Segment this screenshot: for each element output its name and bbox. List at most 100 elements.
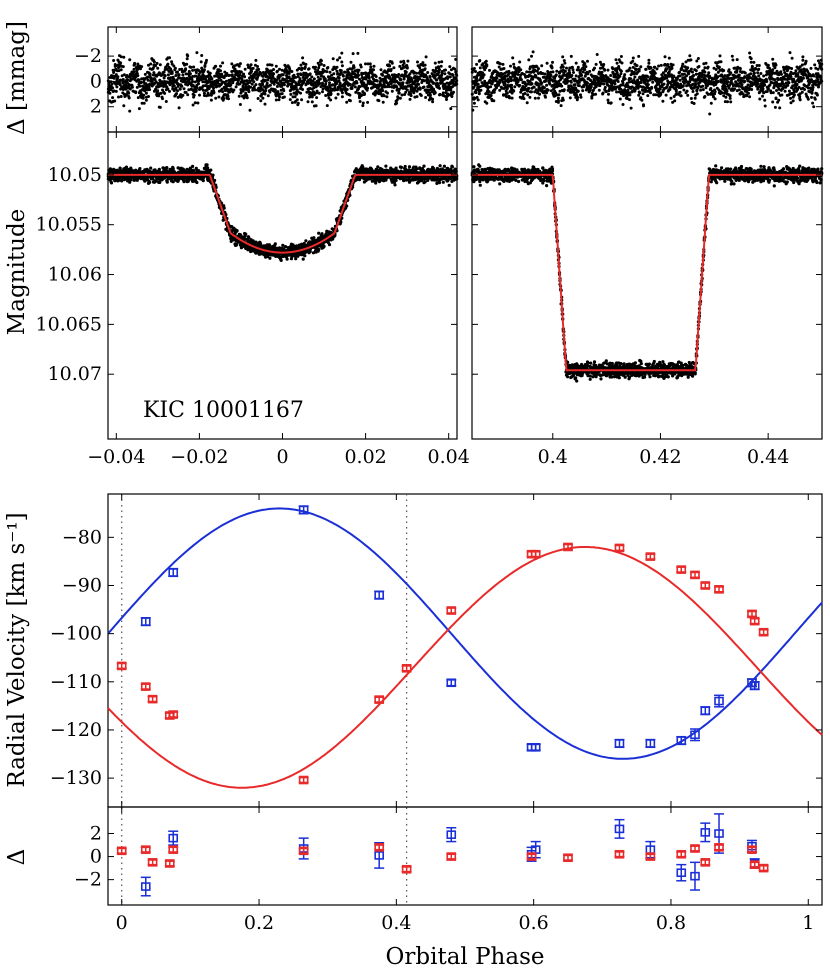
phot-residuals-point — [216, 79, 220, 83]
phot-residuals-point — [192, 65, 196, 69]
phot-residuals-point — [327, 96, 331, 100]
phot-residuals-point — [108, 91, 112, 95]
phot-residuals-point — [525, 70, 529, 74]
phot-residuals-point — [555, 69, 559, 73]
phot-residuals-point — [298, 77, 302, 81]
phot-residuals-point — [121, 65, 125, 69]
phot-residuals-point — [217, 95, 221, 99]
phot-residuals-point — [437, 60, 441, 64]
phot-residuals-point — [200, 54, 204, 57]
phot-residuals-point — [519, 78, 523, 81]
phot-residuals-point — [230, 62, 234, 66]
phot-residuals-point — [154, 87, 157, 91]
phot-residuals-point — [556, 96, 560, 100]
primary-eclipse-point — [263, 253, 267, 257]
phot-residuals-point — [272, 82, 276, 86]
phot-residuals-point — [163, 91, 167, 95]
phot-residuals-point — [433, 91, 437, 95]
phot-residuals-point — [319, 62, 323, 66]
phot-residuals-point — [551, 60, 554, 64]
phot-residuals-point — [245, 94, 249, 97]
phot-residuals-point — [475, 62, 479, 66]
phot-residuals-point — [119, 61, 123, 65]
phot-residuals-point — [177, 83, 181, 87]
phot-residuals-point — [361, 101, 365, 105]
phot-residuals-point — [324, 94, 328, 97]
phot-residuals-point — [417, 82, 421, 86]
phot-residuals-point — [340, 91, 344, 95]
phot-residuals-point — [212, 91, 216, 94]
phot-residuals-point — [274, 64, 278, 68]
phot-residuals-point — [416, 60, 419, 64]
phot-residuals-point — [428, 93, 432, 97]
phot-residuals-point — [266, 63, 270, 67]
phot-residuals-point — [128, 87, 132, 91]
phot-residuals-point — [135, 85, 139, 89]
phot-residuals-point — [159, 91, 163, 95]
phot-residuals-point — [252, 80, 256, 84]
phot-residuals-point — [196, 101, 200, 105]
rv-residual-frame — [107, 806, 823, 906]
phot-residuals-point — [550, 65, 554, 69]
phot-residuals-point — [366, 62, 370, 66]
phot-residuals-point — [546, 88, 550, 92]
phot-residuals-point — [280, 92, 284, 96]
phot-residuals-point — [348, 83, 352, 86]
phot-residuals-point — [489, 85, 493, 89]
phot-residuals-point — [336, 92, 340, 96]
secondary-eclipse-point — [517, 179, 521, 184]
phot-residuals-point — [438, 92, 442, 96]
phot-residuals-point — [528, 95, 532, 99]
phot-residuals-point — [335, 69, 339, 73]
phot-residuals-point — [221, 61, 225, 65]
primary-eclipse-point — [165, 166, 169, 170]
phot-residuals-point — [431, 100, 435, 104]
phot-residuals-point — [152, 60, 156, 64]
phot-residuals-point — [531, 50, 535, 54]
phot-residuals-point — [275, 85, 279, 88]
phot-residuals-point — [418, 77, 422, 81]
primary-eclipse-point — [201, 179, 205, 183]
phot-residuals-point — [248, 80, 252, 84]
phot-residuals-point — [337, 76, 341, 80]
primary-eclipse-point — [193, 176, 197, 180]
primary-eclipse-point — [455, 177, 459, 181]
phot-residuals-point — [310, 100, 314, 104]
phot-residuals-point — [278, 95, 281, 99]
phot-residuals-point — [181, 93, 185, 97]
phot-residuals-point — [306, 100, 310, 104]
phot-residuals-point — [130, 85, 134, 89]
phot-residuals-point — [310, 95, 314, 99]
phot-residuals-point — [220, 87, 224, 91]
phot-residuals-point — [184, 90, 188, 94]
phot-residuals-point — [487, 90, 491, 94]
phot-residuals-point — [144, 82, 148, 86]
phot-residuals-point — [317, 66, 321, 70]
phot-residuals-point — [278, 67, 281, 71]
phot-residuals-point — [328, 75, 331, 79]
phot-residuals-point — [141, 96, 145, 100]
phot-residuals-point — [238, 73, 242, 77]
phot-residuals-point — [294, 75, 298, 79]
phot-residuals-point — [191, 103, 195, 107]
primary-eclipse-point — [403, 164, 407, 169]
phot-residuals-point — [372, 68, 375, 72]
phot-residuals-point — [351, 78, 355, 82]
phot-residuals-point — [348, 99, 352, 103]
primary-eclipse-point — [273, 242, 277, 246]
phot-residuals-point — [397, 91, 401, 95]
phot-residuals-point — [122, 55, 126, 59]
phot-residuals-point — [266, 94, 270, 98]
phot-residuals-point — [156, 66, 160, 70]
phot-residuals-point — [166, 62, 170, 66]
phot-residuals-point — [268, 90, 272, 94]
primary-eclipse-point — [244, 232, 248, 236]
phot-residuals-point — [375, 79, 379, 83]
primary-eclipse-point — [301, 257, 305, 261]
phot-residuals-point — [301, 56, 305, 60]
phot-residuals-point — [166, 87, 170, 91]
phot-residuals-point — [369, 65, 373, 69]
phot-residuals-point — [201, 88, 205, 92]
phot-residuals-point — [340, 95, 344, 99]
